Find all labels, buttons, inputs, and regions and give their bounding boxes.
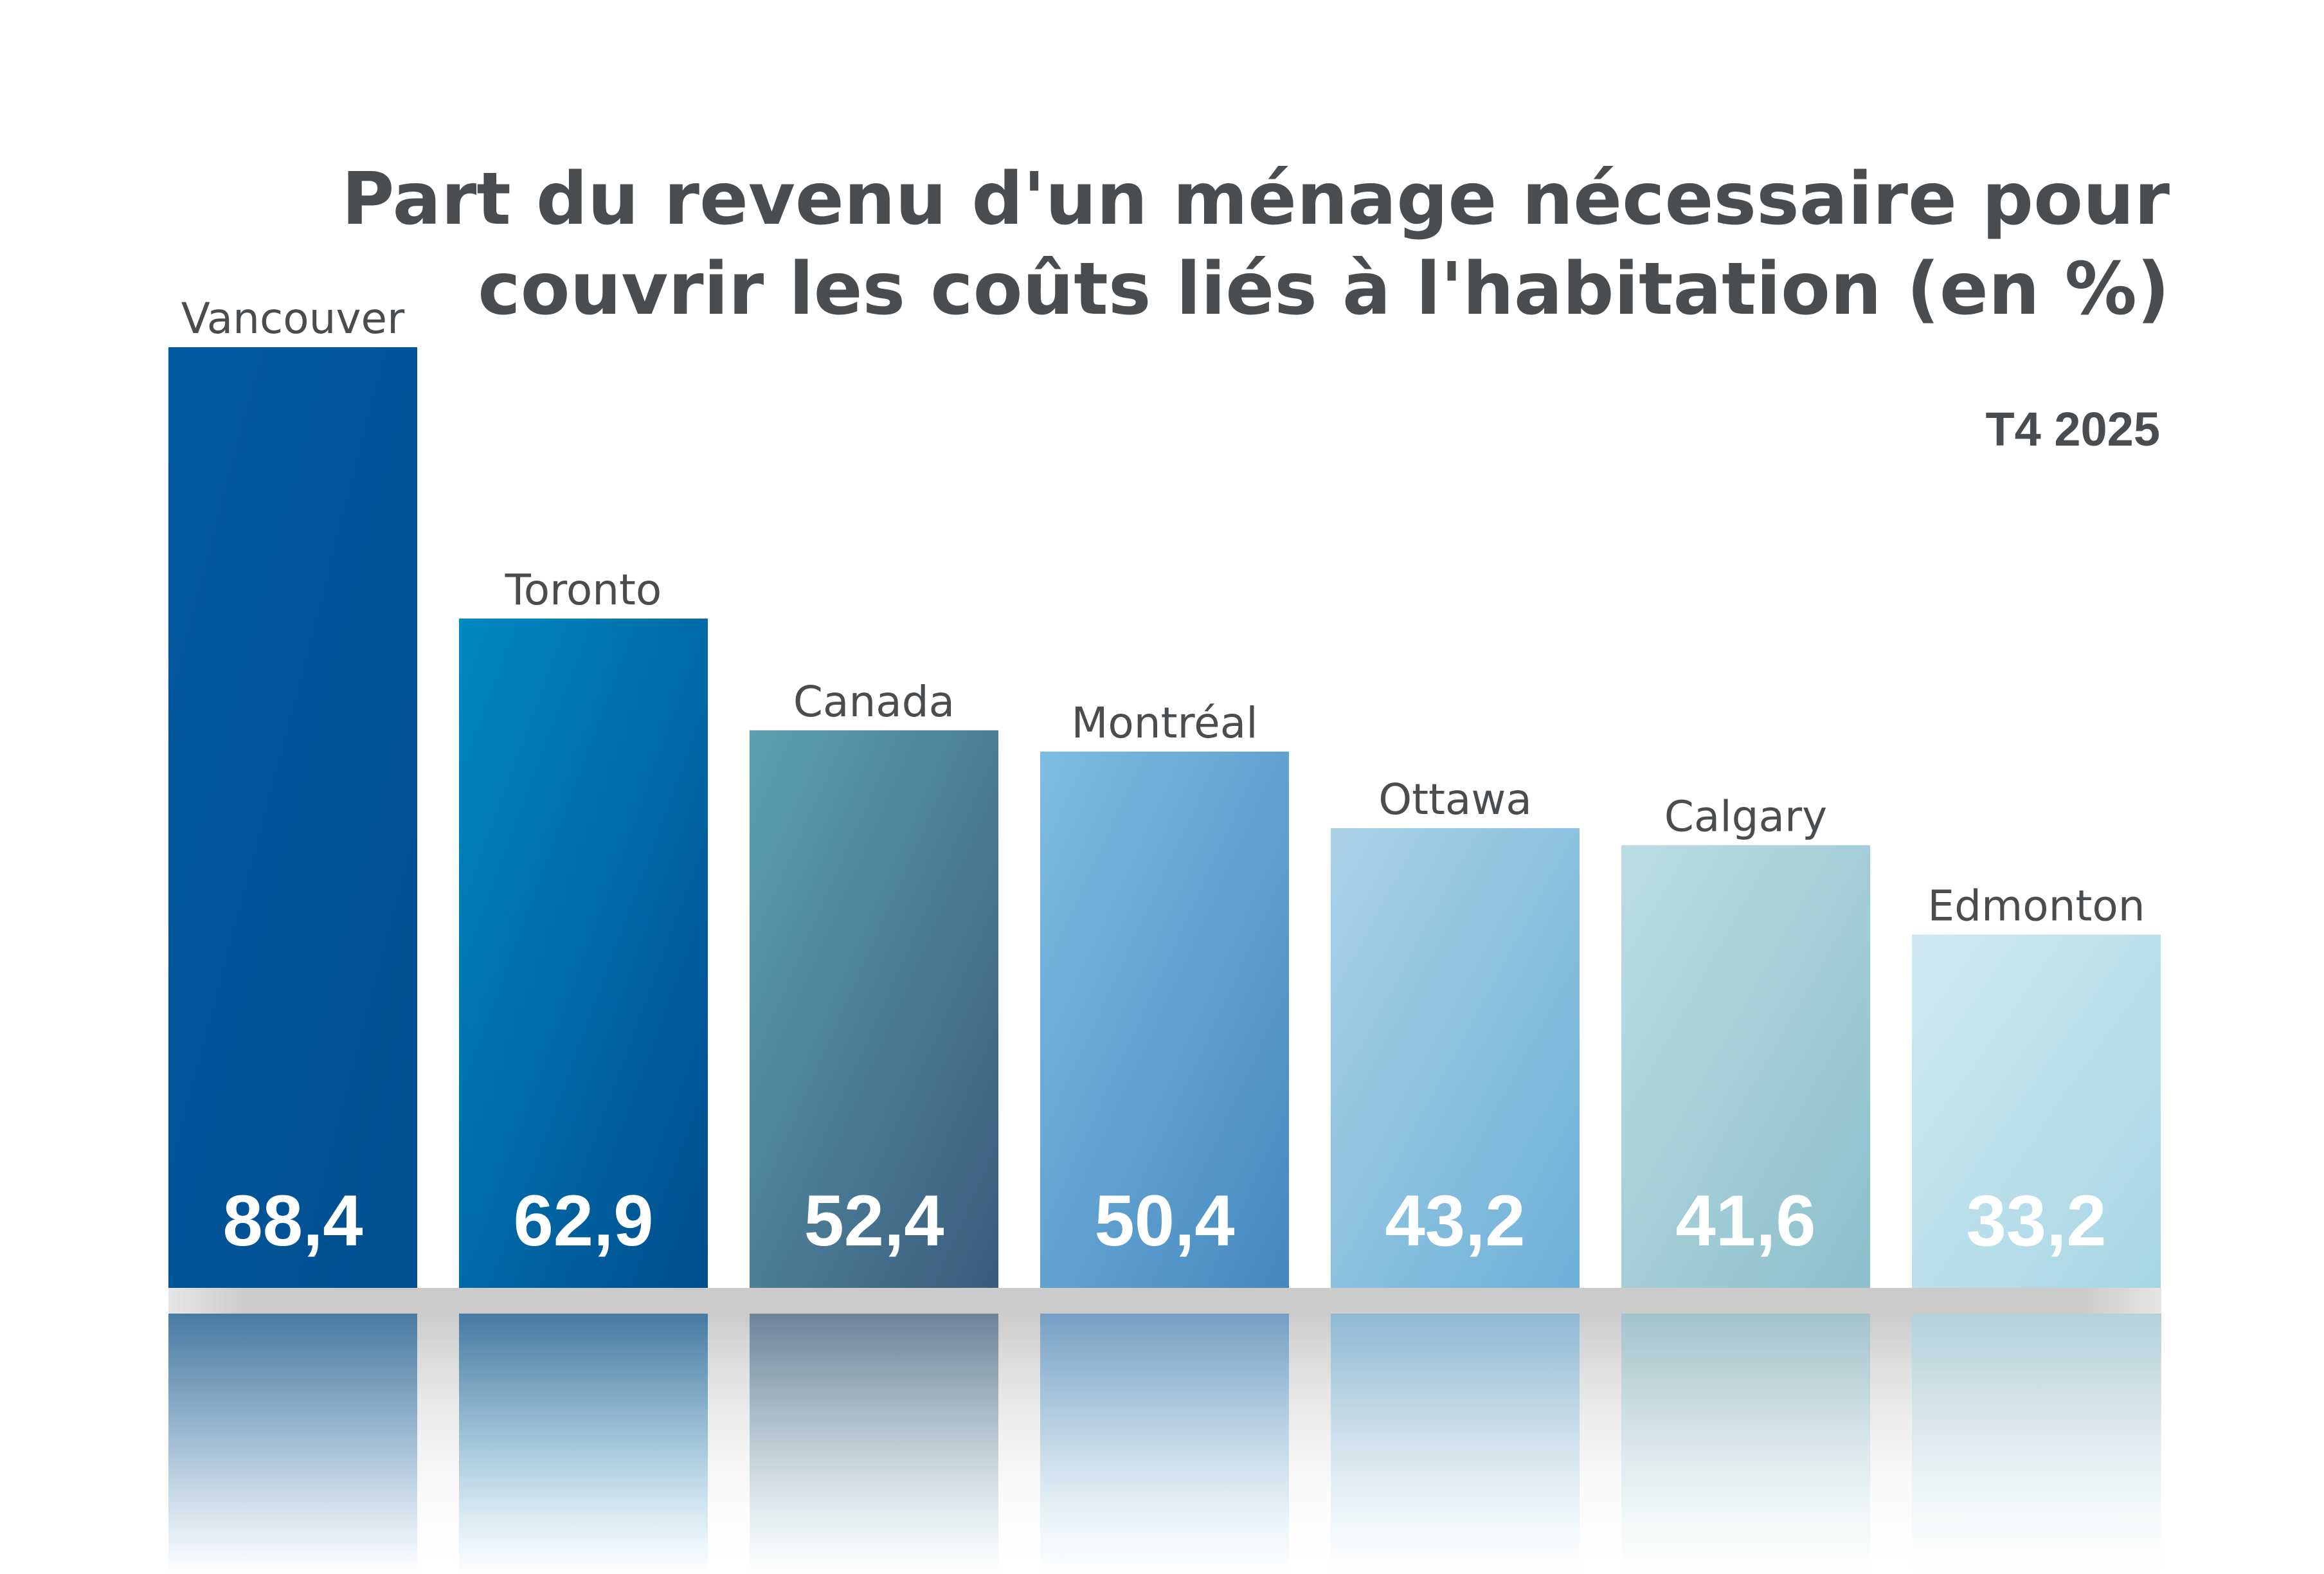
value-label: 52,4 [804, 1180, 944, 1261]
bar-reflection [1912, 1314, 2161, 1574]
category-label: Ottawa [1378, 775, 1532, 824]
value-label: 50,4 [1095, 1180, 1235, 1261]
bar-canada [750, 730, 998, 1288]
chart-subtitle: T4 2025 [1985, 403, 2160, 456]
value-label: 43,2 [1385, 1180, 1526, 1261]
category-label: Calgary [1664, 792, 1827, 842]
bar-reflection [459, 1314, 708, 1574]
bar-reflection [1331, 1314, 1580, 1574]
chart-title-line-2: couvrir les coûts liés à l'habitation (e… [478, 248, 2170, 331]
bar-edmonton [1912, 934, 2161, 1288]
category-label: Canada [793, 677, 955, 727]
value-label: 62,9 [514, 1180, 654, 1261]
value-label: 88,4 [223, 1180, 363, 1261]
bar-calgary [1621, 845, 1870, 1288]
bar-reflection [750, 1314, 998, 1574]
chart-title: Part du revenu d'un ménage nécessaire po… [341, 154, 2170, 334]
category-label: Edmonton [1927, 882, 2145, 931]
category-label: Montréal [1071, 698, 1257, 748]
bar-toronto [459, 619, 708, 1288]
bar-reflection [1040, 1314, 1289, 1574]
bar-vancouver [168, 347, 417, 1288]
bar-reflection [1621, 1314, 1870, 1574]
bar-ottawa [1331, 828, 1580, 1288]
chart-title-line-1: Part du revenu d'un ménage nécessaire po… [341, 158, 2170, 241]
bar-reflection [168, 1314, 417, 1574]
value-label: 41,6 [1676, 1180, 1816, 1261]
value-label: 33,2 [1967, 1180, 2107, 1261]
bar-montréal [1040, 751, 1289, 1288]
category-label: Vancouver [181, 294, 405, 343]
baseline-band [168, 1288, 2161, 1314]
category-label: Toronto [505, 565, 662, 615]
